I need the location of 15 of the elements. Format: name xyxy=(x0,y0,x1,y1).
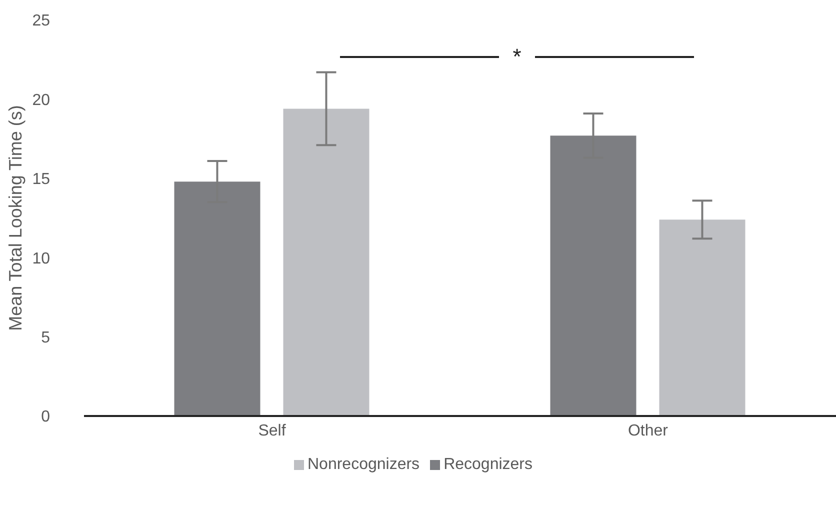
bar xyxy=(283,108,370,416)
y-tick-label: 20 xyxy=(32,92,50,109)
legend-label: Nonrecognizers xyxy=(308,456,420,473)
y-tick-label: 5 xyxy=(41,329,50,346)
annotation: * xyxy=(512,44,522,69)
y-tick-label: 0 xyxy=(41,408,50,426)
significance-bracket: * xyxy=(340,47,694,67)
y-tick-label: 10 xyxy=(32,250,50,268)
legend-label: Recognizers xyxy=(444,456,532,473)
bar xyxy=(659,220,746,416)
y-tick-label: 25 xyxy=(32,12,50,30)
y-axis-title: Mean Total Looking Time (s) xyxy=(5,105,26,331)
x-tick-label: Other xyxy=(628,422,669,440)
y-tick-label: 15 xyxy=(32,171,50,188)
x-tick-label: Self xyxy=(258,422,286,440)
